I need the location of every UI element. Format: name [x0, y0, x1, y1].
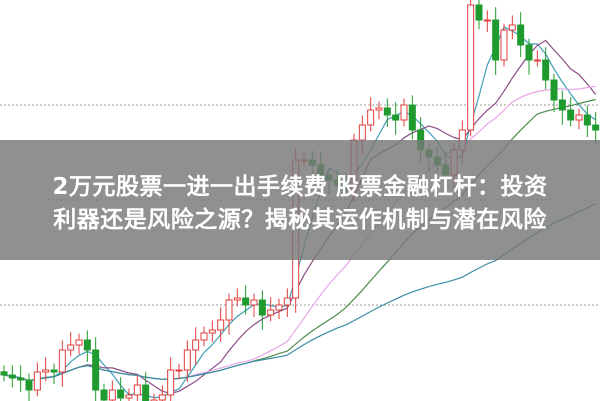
- candle-up: [508, 24, 516, 31]
- headline-line-2: 利器还是风险之源？揭秘其运作机制与潜在风险: [53, 207, 547, 233]
- candle-up: [375, 107, 383, 111]
- candle-down: [92, 349, 100, 391]
- candle-down: [8, 374, 16, 379]
- candle-up: [75, 339, 83, 346]
- candle-up: [283, 297, 291, 306]
- candle-down: [550, 79, 558, 101]
- candle-down: [592, 124, 600, 131]
- candle-down: [383, 107, 391, 116]
- candle-up: [358, 124, 366, 141]
- candle-down: [117, 389, 125, 399]
- candle-down: [558, 99, 566, 111]
- ma10-line: [3, 39, 597, 394]
- candle-up: [67, 344, 75, 351]
- candle-down: [408, 104, 416, 131]
- candle-down: [392, 114, 400, 121]
- candle-up: [33, 371, 41, 391]
- candle-up: [225, 299, 233, 321]
- candle-up: [125, 394, 133, 399]
- candle-down: [525, 44, 533, 61]
- candle-up: [233, 297, 241, 301]
- candle-up: [575, 114, 583, 121]
- candle-up: [275, 304, 283, 311]
- candle-up: [217, 319, 225, 331]
- candle-up: [500, 29, 508, 61]
- candle-up: [42, 369, 50, 373]
- candle-down: [492, 19, 500, 61]
- candle-down: [475, 4, 483, 21]
- candle-up: [158, 394, 166, 401]
- headline-overlay: [0, 140, 600, 260]
- candle-up: [200, 332, 208, 341]
- candle-up: [175, 369, 183, 372]
- candle-down: [242, 297, 250, 306]
- candle-up: [133, 384, 141, 396]
- candle-down: [567, 109, 575, 121]
- candle-down: [100, 389, 108, 401]
- candle-up: [58, 349, 66, 373]
- candle-up: [400, 104, 408, 121]
- candle-up: [167, 369, 175, 396]
- candle-up: [267, 309, 275, 316]
- candle-up: [483, 19, 491, 22]
- candle-up: [183, 349, 191, 371]
- headline-line-1: 2万元股票一进一出手续费 股票金融杠杆：投资: [52, 174, 548, 200]
- candle-down: [542, 59, 550, 81]
- candle-up: [533, 59, 541, 62]
- candle-up: [108, 389, 116, 401]
- candle-up: [250, 299, 258, 306]
- candle-down: [50, 369, 58, 373]
- candle-down: [583, 114, 591, 126]
- candle-up: [467, 4, 475, 131]
- candle-down: [25, 379, 33, 391]
- candle-down: [142, 384, 150, 401]
- candle-down: [517, 24, 525, 46]
- candle-down: [0, 371, 8, 376]
- candle-down: [258, 299, 266, 316]
- candle-up: [208, 329, 216, 334]
- candle-down: [17, 377, 25, 381]
- candle-up: [367, 109, 375, 126]
- candle-down: [83, 339, 91, 351]
- candle-up: [192, 339, 200, 351]
